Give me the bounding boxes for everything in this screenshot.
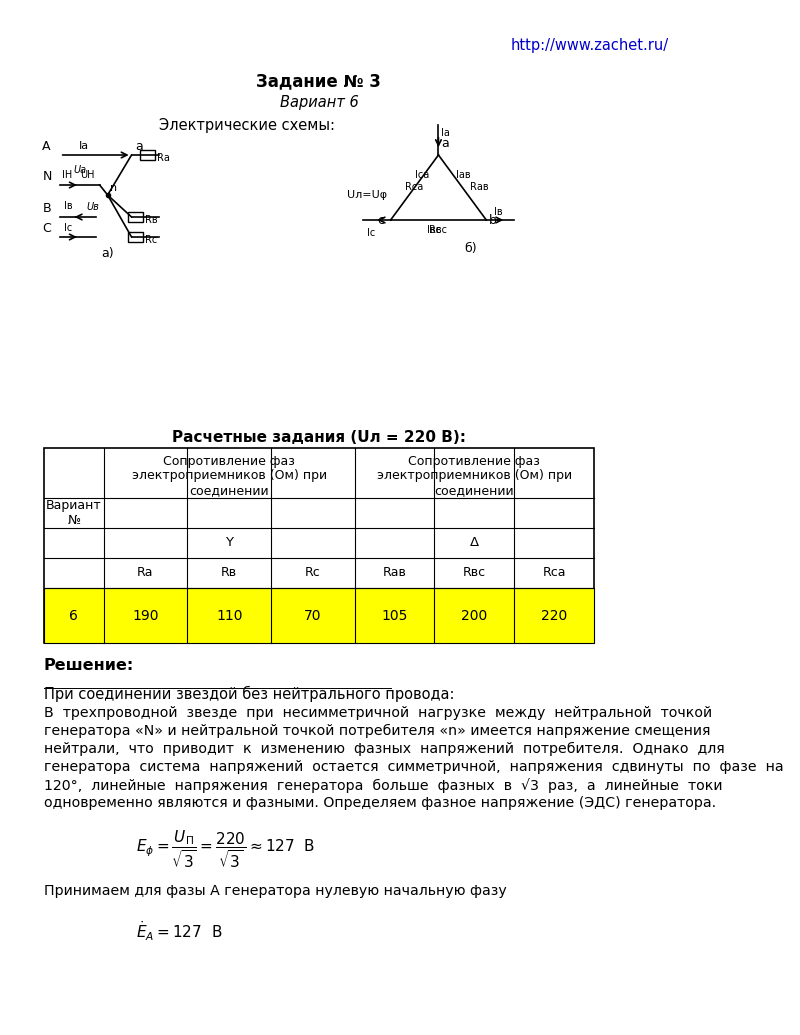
Text: Rс: Rс — [145, 235, 158, 245]
Text: a: a — [135, 140, 143, 153]
Text: 110: 110 — [216, 609, 242, 623]
Text: Rвс: Rвс — [462, 566, 486, 580]
Text: Iа: Iа — [78, 141, 89, 151]
Text: Y: Y — [225, 536, 233, 550]
Text: Вариант
№: Вариант № — [46, 499, 102, 527]
Text: 105: 105 — [382, 609, 408, 623]
Bar — [127, 212, 143, 221]
Text: Rав: Rав — [382, 566, 406, 580]
Text: Rс: Rс — [305, 566, 321, 580]
Text: В  трехпроводной  звезде  при  несимметричной  нагрузке  между  нейтральной  точ: В трехпроводной звезде при несимметрично… — [44, 706, 712, 720]
Text: При соединении звездой без нейтрального провода:: При соединении звездой без нейтрального … — [44, 686, 454, 702]
Text: Задание № 3: Задание № 3 — [257, 72, 382, 90]
Text: $E_{\phi} = \dfrac{U_{\Pi}}{\sqrt{3}} = \dfrac{220}{\sqrt{3}} \approx 127$  В: $E_{\phi} = \dfrac{U_{\Pi}}{\sqrt{3}} = … — [135, 829, 315, 870]
Text: Δ: Δ — [470, 536, 479, 550]
Text: Iс: Iс — [366, 228, 375, 238]
Text: Принимаем для фазы А генератора нулевую начальную фазу: Принимаем для фазы А генератора нулевую … — [44, 884, 506, 898]
Text: 120°,  линейные  напряжения  генератора  больше  фазных  в  √3  раз,  а  линейны: 120°, линейные напряжения генератора бол… — [44, 778, 722, 793]
Text: 220: 220 — [541, 609, 567, 623]
Bar — [127, 232, 143, 242]
Text: Iвс: Iвс — [427, 225, 442, 235]
Text: Uв: Uв — [86, 202, 99, 212]
Text: Сопротивление фаз
электроприемников (Ом) при
соединении: Сопротивление фаз электроприемников (Ом)… — [132, 454, 326, 498]
Text: Rвс: Rвс — [430, 225, 447, 235]
Text: Iв: Iв — [494, 207, 502, 217]
Text: Iав: Iав — [456, 170, 470, 180]
Text: Электрические схемы:: Электрические схемы: — [159, 118, 335, 134]
Text: Решение:: Решение: — [44, 658, 134, 673]
Text: Rа: Rа — [138, 566, 154, 580]
Bar — [44, 588, 594, 643]
Text: c: c — [378, 213, 384, 227]
Text: б): б) — [464, 242, 477, 255]
Text: генератора  система  напряжений  остается  симметричной,  напряжения  сдвинуты  : генератора система напряжений остается с… — [44, 760, 783, 774]
Text: Iса: Iса — [414, 170, 429, 180]
Text: http://www.zachet.ru/: http://www.zachet.ru/ — [510, 38, 668, 53]
Text: 70: 70 — [304, 609, 322, 623]
Text: N: N — [42, 170, 52, 183]
Text: b: b — [489, 213, 497, 227]
Text: a: a — [441, 137, 449, 150]
Text: Rса: Rса — [542, 566, 566, 580]
Text: генератора «N» и нейтральной точкой потребителя «n» имеется напряжение смещения: генератора «N» и нейтральной точкой потр… — [44, 724, 710, 738]
Text: 200: 200 — [462, 609, 487, 623]
Text: B: B — [42, 202, 51, 215]
Text: Расчетные задания (Uл = 220 В):: Расчетные задания (Uл = 220 В): — [172, 430, 466, 445]
Text: Rв: Rв — [145, 215, 158, 225]
Text: C: C — [42, 221, 51, 235]
Bar — [44, 448, 594, 643]
Text: Rв: Rв — [221, 566, 238, 580]
Text: UН: UН — [81, 170, 95, 180]
Text: Rа: Rа — [157, 153, 170, 162]
Text: 6: 6 — [70, 609, 78, 623]
Text: A: A — [42, 140, 50, 153]
Text: Iа: Iа — [441, 128, 450, 138]
Text: Uл=Uφ: Uл=Uφ — [346, 190, 387, 200]
Text: нейтрали,  что  приводит  к  изменению  фазных  напряжений  потребителя.  Однако: нейтрали, что приводит к изменению фазны… — [44, 742, 725, 757]
Text: Uа: Uа — [74, 165, 86, 175]
Text: Вариант 6: Вариант 6 — [279, 95, 358, 110]
Text: Rса: Rса — [405, 182, 423, 193]
Text: $\dot{E}_{A} = 127$  В: $\dot{E}_{A} = 127$ В — [135, 919, 222, 943]
Text: a): a) — [102, 247, 114, 260]
Text: IН: IН — [62, 170, 73, 180]
Text: 190: 190 — [132, 609, 158, 623]
Text: Rав: Rав — [470, 182, 489, 193]
Text: Iв: Iв — [64, 201, 73, 211]
Text: n: n — [110, 183, 117, 193]
Text: одновременно являются и фазными. Определяем фазное напряжение (ЭДС) генератора.: одновременно являются и фазными. Определ… — [44, 796, 716, 810]
Bar — [139, 150, 155, 160]
Text: Сопротивление фаз
электроприемников (Ом) при
соединении: Сопротивление фаз электроприемников (Ом)… — [377, 454, 572, 498]
Text: Iс: Iс — [64, 223, 72, 233]
